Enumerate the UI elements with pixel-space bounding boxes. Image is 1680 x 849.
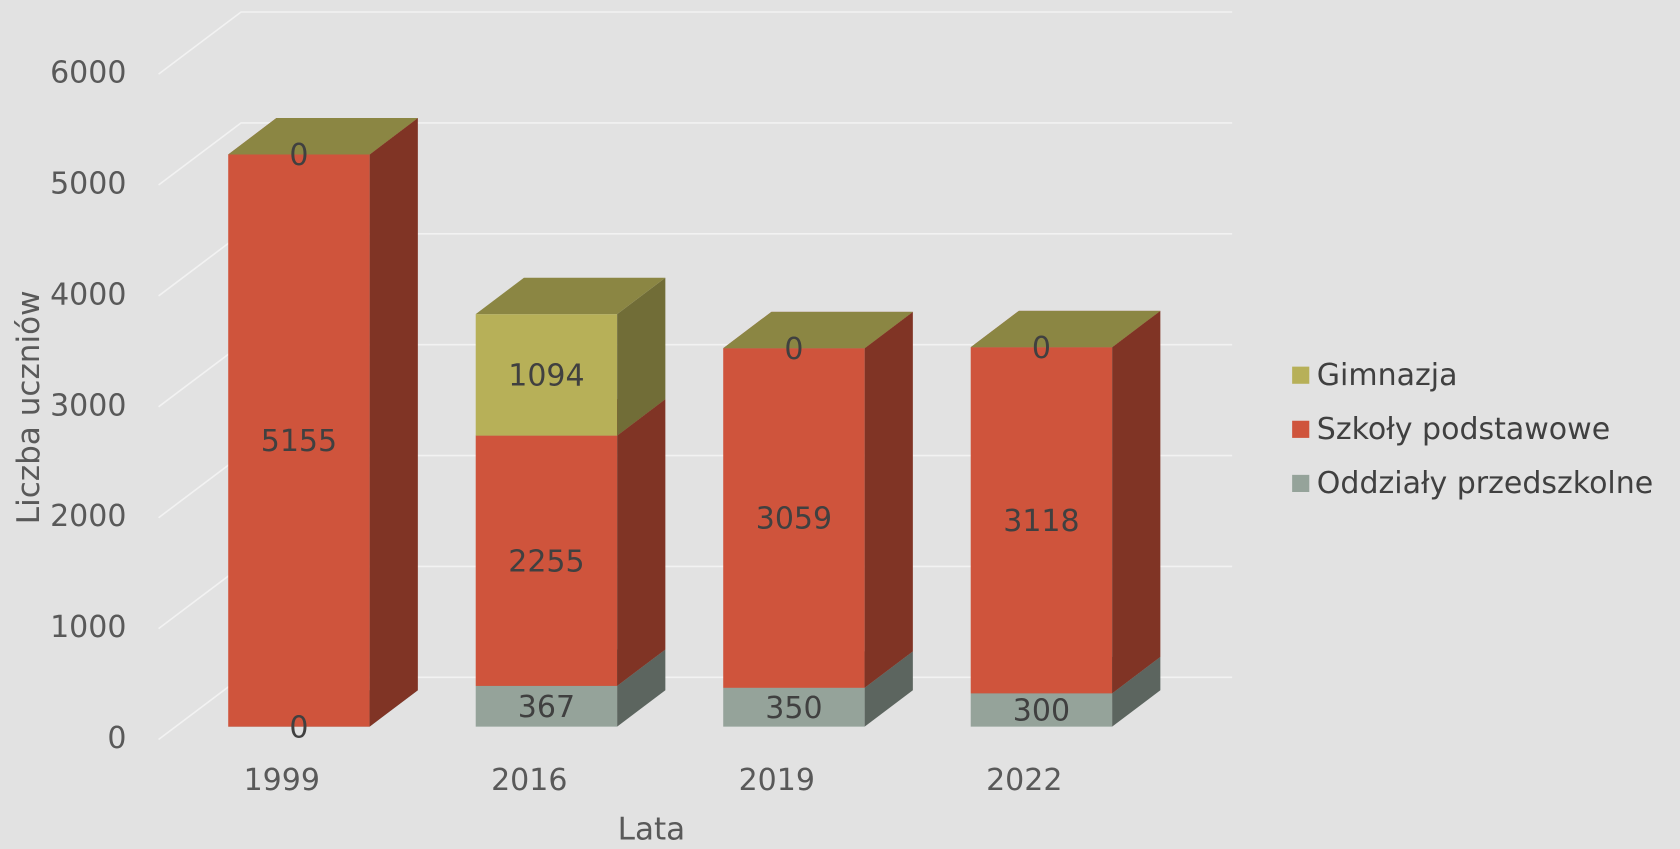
bar-front [970, 693, 1113, 727]
data-label: 0 [289, 710, 308, 745]
y-tick-label: 3000 [50, 388, 126, 423]
bar-segment [970, 310, 1161, 348]
legend-swatch [1292, 366, 1310, 384]
grid-line [158, 122, 1233, 186]
legend-label: Gimnazja [1317, 358, 1458, 393]
bar-front [723, 348, 865, 688]
bar-segment [475, 277, 666, 436]
x-axis-title: Lata [618, 812, 686, 848]
bar-top [228, 118, 418, 155]
bar-side [617, 399, 666, 686]
bar-side [617, 649, 666, 727]
bar-side [369, 118, 418, 727]
data-label: 300 [1013, 694, 1070, 729]
bar-front [475, 435, 618, 686]
bar-side [1112, 310, 1161, 694]
y-tick-label: 5000 [50, 167, 126, 202]
x-tick-label: 1999 [244, 763, 320, 798]
bar-top [970, 310, 1161, 348]
y-axis-title: Liczba uczniów [11, 290, 47, 524]
data-label: 5155 [261, 424, 337, 459]
data-label: 350 [765, 691, 822, 726]
legend-swatch [1292, 474, 1310, 492]
bar-front [970, 347, 1113, 694]
bar-front [228, 154, 370, 727]
data-label: 2255 [508, 544, 584, 579]
y-tick-label: 4000 [50, 277, 126, 312]
bar-segment [475, 399, 666, 686]
data-label: 3059 [756, 502, 832, 537]
bar-segment [228, 118, 418, 155]
bar-side [864, 651, 913, 727]
x-tick-label: 2016 [491, 763, 567, 798]
bar-side [1112, 656, 1161, 727]
bar-top [723, 311, 913, 349]
legend-label: Szkoły podstawowe [1317, 412, 1610, 447]
legend-swatch [1292, 420, 1310, 438]
bar-front [723, 687, 865, 727]
data-label: 0 [289, 138, 308, 173]
data-label: 367 [518, 690, 575, 725]
y-tick-label: 0 [107, 721, 126, 756]
bar-segment [228, 118, 418, 727]
data-label: 0 [1032, 331, 1051, 366]
bar-segment [970, 310, 1161, 694]
bar-front [475, 685, 618, 727]
legend-label: Oddziały przedszkolne [1317, 466, 1653, 501]
bar-segment [723, 311, 913, 688]
grid-line [158, 11, 1233, 75]
data-label: 0 [784, 332, 803, 367]
bar-top [475, 277, 666, 315]
x-tick-label: 2022 [986, 763, 1062, 798]
y-tick-label: 2000 [50, 499, 126, 534]
data-label: 1094 [508, 359, 584, 394]
bar-segment [723, 311, 913, 349]
y-tick-label: 6000 [50, 56, 126, 91]
bar-side [617, 277, 666, 436]
bar-front [475, 314, 618, 436]
x-tick-label: 2019 [739, 763, 815, 798]
data-label: 3118 [1003, 504, 1079, 539]
y-tick-label: 1000 [50, 610, 126, 645]
bar-side [864, 311, 913, 688]
